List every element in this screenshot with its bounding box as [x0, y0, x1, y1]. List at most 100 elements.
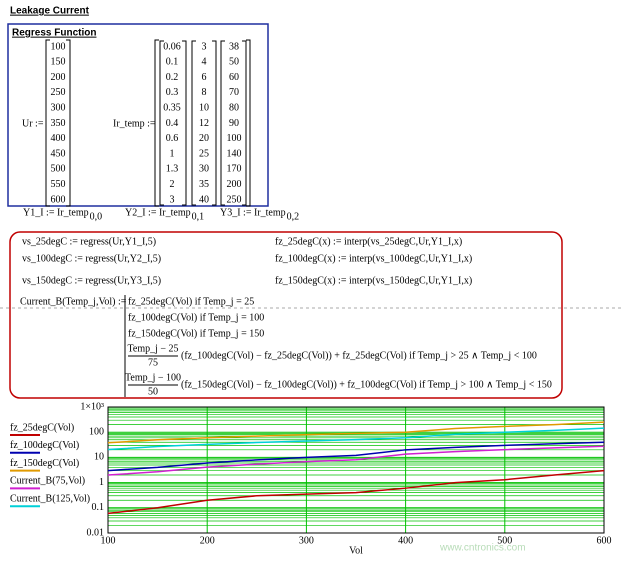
function-box	[9, 231, 563, 399]
matrix-cell: 0.35	[163, 102, 181, 113]
regress-def: vs_150degC := regress(Ur,Y3_I,5)	[22, 275, 161, 286]
matrix-cell: 25	[199, 148, 209, 159]
legend-label: fz_150degC(Vol)	[10, 458, 79, 469]
assignment: Y2_I := Ir_temp	[125, 207, 191, 218]
matrix-cell: 250	[227, 194, 242, 205]
matrix-cell: 4	[202, 57, 207, 68]
numerator: Temp_j − 25	[127, 343, 178, 354]
current-b-label: Current_B(Temp_j,Vol) :=	[20, 296, 127, 307]
x-tick-label: 100	[101, 535, 116, 546]
x-axis-label: Vol	[349, 545, 363, 556]
matrix-cell: 600	[51, 194, 66, 205]
legend-label: fz_100degC(Vol)	[10, 440, 79, 451]
matrix-bracket	[154, 39, 159, 207]
y-tick-label: 0.1	[92, 502, 105, 513]
matrix-cell: 0.4	[166, 118, 179, 129]
denominator: 75	[148, 357, 158, 368]
matrix-cell: 60	[229, 72, 239, 83]
matrix-cell: 3	[170, 194, 175, 205]
x-tick-label: 200	[200, 535, 215, 546]
series-line	[107, 427, 605, 451]
matrix-cell: 250	[51, 87, 66, 98]
matrix-cell: 550	[51, 179, 66, 190]
matrix-bracket	[66, 39, 71, 207]
matrix-cell: 12	[199, 118, 209, 129]
x-tick-label: 400	[398, 535, 413, 546]
column-bracket	[159, 40, 164, 206]
matrix-cell: 400	[51, 133, 66, 144]
regress-def: vs_100degC := regress(Ur,Y2_I,5)	[22, 253, 161, 264]
regress-box	[7, 23, 269, 207]
matrix-cell: 80	[229, 102, 239, 113]
ur-label: Ur :=	[22, 118, 44, 129]
matrix-cell: 40	[199, 194, 209, 205]
matrix-cell: 10	[199, 102, 209, 113]
case: fz_25degC(Vol) if Temp_j = 25	[128, 296, 254, 307]
denominator: 50	[148, 386, 158, 397]
matrix-cell: 90	[229, 118, 239, 129]
y-tick-label: 1	[99, 477, 104, 488]
matrix-cell: 200	[51, 72, 66, 83]
series-line	[107, 441, 605, 472]
column-bracket	[220, 40, 225, 206]
column-bracket	[191, 40, 196, 206]
legend-label: Current_B(125,Vol)	[10, 493, 90, 504]
y-tick-label: 1×10³	[80, 401, 104, 412]
matrix-cell: 140	[227, 148, 242, 159]
matrix-cell: 70	[229, 87, 239, 98]
matrix-cell: 20	[199, 133, 209, 144]
y-tick-label: 100	[89, 426, 104, 437]
matrix-cell: 0.2	[166, 72, 179, 83]
matrix-cell: 1.3	[166, 164, 179, 175]
matrix-cell: 350	[51, 118, 66, 129]
watermark: www.cntronics.com	[439, 543, 526, 554]
series-line	[107, 469, 605, 515]
matrix-cell: 100	[227, 133, 242, 144]
matrix-cell: 0.1	[166, 57, 179, 68]
matrix-cell: 1	[170, 148, 175, 159]
matrix-cell: 3	[202, 41, 207, 52]
interp-def: fz_100degC(x) := interp(vs_100degC,Ur,Y1…	[275, 253, 472, 264]
x-tick-label: 500	[497, 535, 512, 546]
assignment: Y1_I := Ir_temp	[23, 207, 89, 218]
numerator: Temp_j − 100	[125, 372, 181, 383]
case-rest: (fz_150degC(Vol) − fz_100degC(Vol)) + fz…	[181, 379, 552, 390]
matrix-cell: 0.3	[166, 87, 179, 98]
matrix-cell: 0.6	[166, 133, 179, 144]
matrix-cell: 35	[199, 179, 209, 190]
y-tick-label: 0.01	[87, 527, 105, 538]
matrix-cell: 8	[202, 87, 207, 98]
title: Leakage Current	[10, 6, 90, 17]
matrix-bracket	[45, 39, 50, 207]
interp-def: fz_150degC(x) := interp(vs_150degC,Ur,Y1…	[275, 275, 472, 286]
matrix-cell: 100	[51, 41, 66, 52]
column-bracket	[182, 40, 187, 206]
case-rest: (fz_100degC(Vol) − fz_25degC(Vol)) + fz_…	[181, 350, 537, 361]
matrix-cell: 30	[199, 164, 209, 175]
matrix-cell: 0.06	[163, 41, 181, 52]
matrix-cell: 200	[227, 179, 242, 190]
regress-def: vs_25degC := regress(Ur,Y1_I,5)	[22, 236, 156, 247]
series-line	[107, 421, 605, 444]
column-bracket	[242, 40, 247, 206]
subscript: 0,2	[287, 211, 300, 222]
subscript: 0,1	[192, 211, 205, 222]
legend-label: Current_B(75,Vol)	[10, 476, 85, 487]
column-bracket	[212, 40, 217, 206]
matrix-cell: 6	[202, 72, 207, 83]
interp-def: fz_25degC(x) := interp(vs_25degC,Ur,Y1_I…	[275, 236, 462, 247]
matrix-bracket	[246, 39, 251, 207]
matrix-cell: 450	[51, 148, 66, 159]
matrix-cell: 300	[51, 102, 66, 113]
case: fz_150degC(Vol) if Temp_j = 150	[128, 328, 264, 339]
subscript: 0,0	[90, 211, 103, 222]
x-tick-label: 300	[299, 535, 314, 546]
series-line	[107, 445, 605, 476]
matrix-cell: 150	[51, 57, 66, 68]
matrix-cell: 2	[170, 179, 175, 190]
section-title: Regress Function	[12, 28, 96, 39]
matrix-cell: 170	[227, 164, 242, 175]
matrix-cell: 50	[229, 57, 239, 68]
